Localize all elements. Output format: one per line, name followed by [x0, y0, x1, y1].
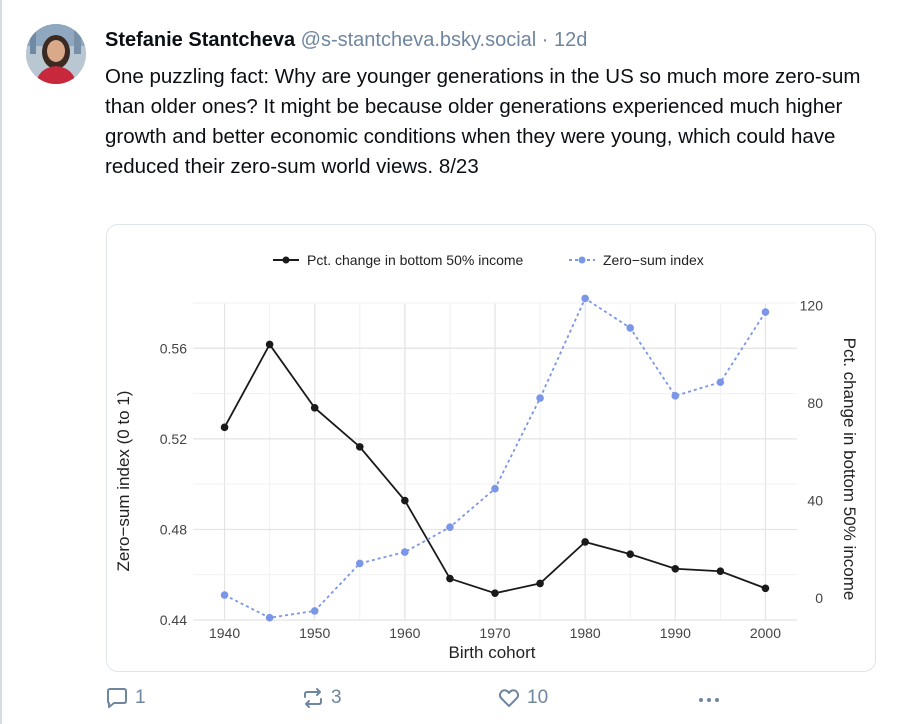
income-data-point — [446, 574, 454, 583]
post-actions: 1 3 10 — [105, 686, 875, 716]
avatar-image — [26, 24, 86, 84]
income-data-point — [491, 589, 499, 597]
zero-sum-data-point — [761, 308, 770, 316]
x-tick-label: 1970 — [479, 625, 510, 641]
like-count: 10 — [527, 687, 549, 708]
post-timestamp[interactable]: 12d — [554, 29, 588, 51]
y-right-tick-label: 0 — [815, 590, 823, 606]
x-tick-label: 1940 — [209, 625, 240, 641]
y-left-tick-label: 0.48 — [160, 521, 187, 537]
chart-series — [220, 294, 770, 622]
income-data-point — [536, 579, 544, 588]
zero-sum-data-point — [355, 559, 364, 568]
income-data-point — [401, 496, 409, 505]
income-data-point — [671, 564, 680, 573]
author-handle[interactable]: @s-stantcheva.bsky.social — [300, 29, 537, 51]
income-data-point — [310, 404, 319, 412]
zero-sum-data-point — [716, 378, 725, 387]
like-button[interactable]: 10 — [497, 686, 548, 710]
zero-sum-data-point — [220, 591, 229, 599]
income-data-point — [581, 538, 589, 546]
more-options-button[interactable] — [695, 686, 723, 715]
legend-income-label: Pct. change in bottom 50% income — [307, 252, 524, 268]
x-tick-label: 2000 — [750, 625, 781, 641]
x-tick-label: 1990 — [660, 625, 691, 641]
x-tick-label: 1960 — [389, 625, 420, 641]
y-right-tick-label: 40 — [807, 493, 823, 509]
heart-icon — [498, 689, 520, 707]
legend-zero-sum-label: Zero−sum index — [603, 252, 704, 268]
y-left-tick-label: 0.44 — [160, 612, 187, 628]
y-axis-left-label: Zero−sum index (0 to 1) — [114, 391, 133, 572]
y-left-tick-label: 0.52 — [160, 431, 187, 447]
chart-legend: Pct. change in bottom 50% income Zero−su… — [273, 252, 704, 268]
author-name[interactable]: Stefanie Stantcheva — [105, 29, 296, 51]
thread-line — [0, 0, 2, 724]
income-data-point — [716, 567, 725, 576]
zero-sum-data-point — [310, 607, 319, 615]
post-header: Stefanie Stantcheva @s-stantcheva.bsky.s… — [105, 27, 587, 53]
x-tick-label: 1980 — [570, 625, 601, 641]
repost-count: 3 — [331, 687, 342, 708]
y-right-tick-label: 80 — [807, 395, 823, 411]
zero-sum-data-point — [491, 484, 499, 493]
chart: Pct. change in bottom 50% income Zero−su… — [114, 252, 859, 662]
reply-button[interactable]: 1 — [105, 686, 146, 710]
zero-sum-data-point — [401, 548, 409, 556]
zero-sum-data-point — [446, 523, 454, 531]
avatar[interactable] — [26, 24, 86, 84]
legend-income-marker — [282, 256, 290, 264]
more-options-icon — [699, 698, 719, 702]
y-right-tick-label: 120 — [800, 297, 824, 313]
zero-sum-data-point — [671, 392, 680, 400]
reply-icon — [107, 688, 127, 708]
legend-zero-sum-marker — [578, 256, 586, 264]
income-data-point — [626, 550, 635, 558]
x-tick-label: 1950 — [299, 625, 330, 641]
y-axis-right-label: Pct. change in bottom 50% income — [840, 338, 859, 601]
zero-sum-data-point — [536, 394, 544, 402]
image-embed[interactable]: Pct. change in bottom 50% income Zero−su… — [106, 224, 876, 672]
repost-icon — [304, 688, 322, 708]
post-text: One puzzling fact: Why are younger gener… — [105, 65, 861, 178]
income-data-point — [265, 340, 274, 349]
repost-button[interactable]: 3 — [301, 686, 342, 710]
zero-sum-data-point — [265, 613, 274, 622]
income-data-point — [355, 443, 364, 451]
income-data-point — [220, 423, 229, 432]
chart-tick-labels: 1940 1950 1960 1970 1980 1990 2000 0.44 0.48 0.52… — [160, 297, 823, 641]
zero-sum-data-point — [581, 294, 589, 303]
chart-grid — [193, 302, 797, 621]
income-data-point — [761, 584, 770, 593]
zero-sum-data-point — [626, 324, 635, 332]
header-separator: · — [541, 29, 549, 51]
y-left-tick-label: 0.56 — [160, 340, 187, 356]
x-axis-label: Birth cohort — [449, 643, 536, 662]
reply-count: 1 — [135, 687, 146, 708]
